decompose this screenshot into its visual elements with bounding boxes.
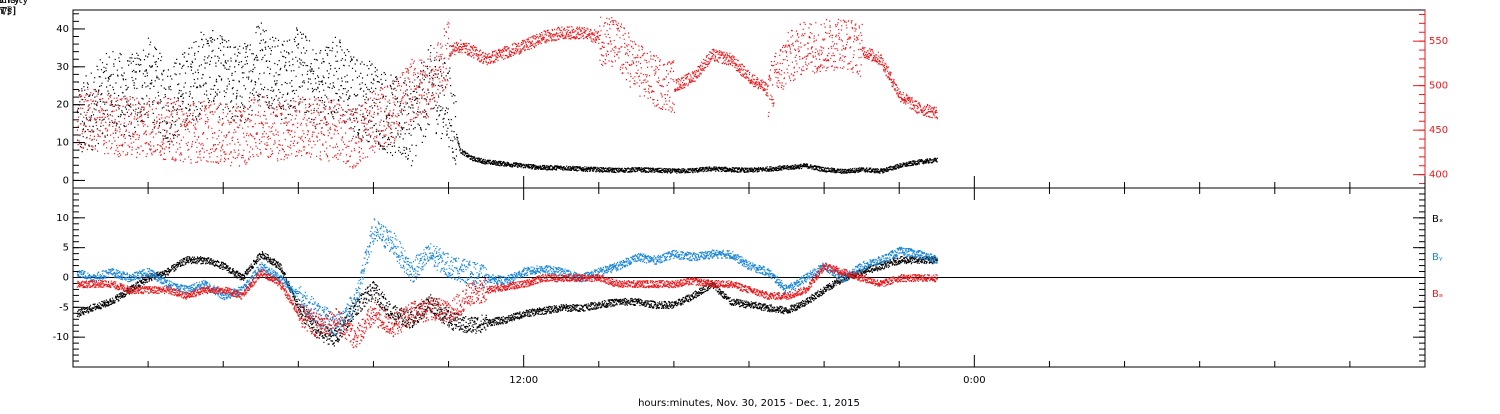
bottom-y-label-line: B xyxy=(0,0,4,6)
bx-series xyxy=(76,251,939,347)
velocity-series xyxy=(76,16,939,169)
top-y2-label-line: [km/s] xyxy=(0,6,16,17)
x-axis-label: hours:minutes, Nov. 30, 2015 - Dec. 1, 2… xyxy=(638,398,860,409)
velocity-series-points xyxy=(76,16,939,169)
bottom-y-label-line: [nT] xyxy=(0,6,10,17)
top-y-tick-label: 40 xyxy=(56,24,69,35)
x-tick-label: 0:00 xyxy=(963,375,985,386)
density-series-points xyxy=(76,22,939,174)
top-panel-frame xyxy=(72,9,1426,189)
bz-series xyxy=(76,262,939,349)
bottom-y-tick-label: 10 xyxy=(56,213,69,224)
legend-item: Bₓ xyxy=(1432,214,1443,225)
x-tick-label: 12:00 xyxy=(509,375,538,386)
top-y2-label-line: Velocity xyxy=(0,0,20,6)
bottom-y-tick-label: 5 xyxy=(63,243,69,254)
top-y-label-line: [cm⁻³] xyxy=(0,6,16,17)
top-y-tick-label: 30 xyxy=(56,62,69,73)
top-y-label-line: Ion Density xyxy=(0,0,28,6)
top-y2-tick-label: 500 xyxy=(1429,81,1448,92)
bx-series-points xyxy=(76,251,939,347)
bottom-y-tick-label: -10 xyxy=(53,332,69,343)
top-y2-tick-label: 400 xyxy=(1429,170,1448,181)
top-y-tick-label: 0 xyxy=(63,175,69,186)
bottom-y-tick-label: -5 xyxy=(59,302,69,313)
top-y-tick-label: 10 xyxy=(56,138,69,149)
top-y2-tick-label: 550 xyxy=(1429,36,1448,47)
top-y-tick-label: 20 xyxy=(56,100,69,111)
bz-series-points xyxy=(76,262,939,349)
legend-item: Bᵧ xyxy=(1432,252,1443,263)
density-series xyxy=(76,22,939,174)
top-y2-tick-label: 450 xyxy=(1429,125,1448,136)
legend-item: Bₔ xyxy=(1432,289,1443,300)
bottom-y-tick-label: 0 xyxy=(63,273,69,284)
